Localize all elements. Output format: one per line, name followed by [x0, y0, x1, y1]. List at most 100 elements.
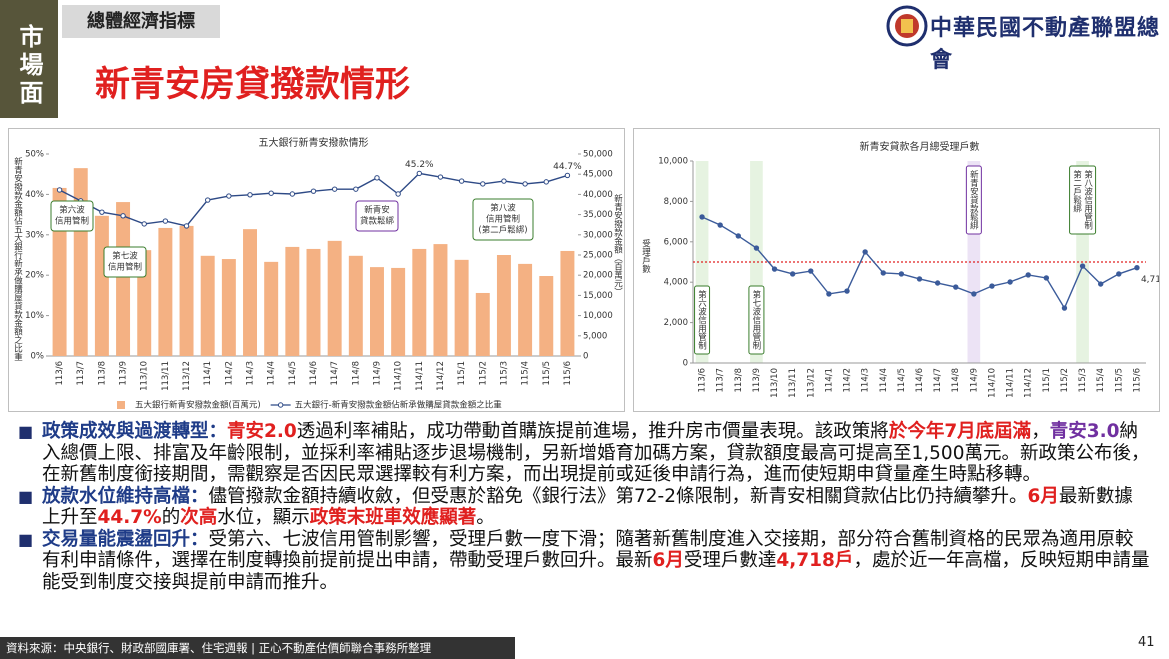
bullet-text: 受理戶數達 [683, 550, 777, 571]
x-tick-label: 115/3 [499, 361, 509, 386]
bullet-list: 政策成效與過渡轉型：青安2.0透過利率補貼，成功帶動首購族提前進場，推升房市價量… [18, 421, 1150, 593]
annotation-text: 信用管制 [108, 262, 142, 273]
x-tick-label: 114/2 [843, 368, 853, 393]
x-tick-label: 114/3 [861, 368, 871, 393]
y-tick-label: 6,000 [664, 237, 688, 247]
bar [454, 259, 469, 356]
x-tick-label: 114/5 [897, 368, 907, 393]
bullet-text: 4,718戶 [776, 550, 854, 571]
point [162, 218, 169, 224]
x-tick-label: 114/10 [394, 361, 404, 391]
annotation-text: 第六波信用管制 [697, 289, 707, 350]
bullet-text: ，處於近一年高檔，反映短期申請量能受到制度交接與提前申請而推升。 [42, 550, 1150, 593]
x-tick-label: 114/2 [224, 361, 234, 386]
point [437, 174, 444, 180]
bar [221, 259, 236, 356]
point [458, 178, 465, 184]
point [56, 187, 63, 193]
x-tick-label: 113/10 [140, 361, 150, 391]
point [543, 179, 549, 185]
point [898, 271, 905, 277]
annotation-box [103, 246, 147, 278]
y2-tick-label: 15,000 [583, 291, 613, 301]
x-tick-label: 114/10 [987, 368, 997, 398]
bullet-text: 青安2.0 [227, 421, 297, 442]
x-tick-label: 113/10 [770, 368, 780, 398]
y-tick-label: 10,000 [658, 157, 688, 167]
point [862, 249, 868, 255]
point [395, 191, 401, 197]
y2-tick-label: 45,000 [583, 170, 613, 180]
x-tick-label: 114/8 [351, 361, 361, 386]
annotation-text: 信用管制 [486, 214, 520, 225]
point [916, 276, 923, 282]
chart-title: 新青安貸款各月總受理戶數 [860, 140, 980, 153]
point [374, 175, 380, 181]
point [120, 213, 126, 219]
chart: 五大銀行新青安撥款情形 0% 10% 20% 30% 40% 50% 0 5,000 10,000… [13, 136, 623, 411]
point [1116, 271, 1122, 277]
x-tick-label: 114/4 [267, 361, 277, 386]
bar [348, 255, 363, 356]
bullet: 交易量能震盪回升：受第六、七波信用管制影響，受理戶數一度下滑；隨著新舊制度進入交… [18, 529, 1150, 594]
data-label: 4,718 [1141, 275, 1159, 285]
point [226, 193, 232, 199]
annotation-box [472, 198, 534, 241]
annotation-box [694, 285, 711, 355]
source-note: 資料來源：中央銀行、財政部國庫署、住宅週報 | 正心不動產估價師聯合事務所整理 [0, 637, 515, 659]
y-tick-label: 8,000 [664, 197, 688, 207]
x-tick-label: 113/9 [119, 361, 129, 386]
point [268, 190, 274, 196]
bar [306, 248, 321, 356]
x-tick-label: 115/6 [1132, 368, 1142, 393]
x-tick-label: 114/1 [824, 368, 834, 393]
point [953, 284, 959, 290]
y-axis-title: 受理戶數 [641, 238, 651, 273]
bullet-text: 6月 [1027, 485, 1059, 507]
bullet-text: 儘管撥款金額持續收斂，但受惠於豁免《銀行法》第72-2條限制，新青安相關貸款佔比… [208, 485, 1028, 507]
page-number: 41 [1138, 635, 1155, 650]
point [989, 283, 995, 289]
point [771, 266, 778, 272]
y-tick-label: 0% [31, 352, 45, 362]
y2-tick-label: 25,000 [583, 251, 613, 261]
bar [475, 292, 490, 356]
bullet-text: 6月 [652, 550, 684, 571]
point [753, 245, 760, 251]
bar [73, 168, 88, 356]
y-tick-label: 50% [25, 150, 44, 160]
point [880, 270, 886, 276]
x-tick-label: 113/12 [182, 361, 192, 391]
bullet-text: 透過利率補貼，成功帶動首購族提前進場，推升房市價量表現。該政策將 [296, 421, 889, 442]
bar [264, 261, 279, 356]
point [289, 191, 296, 197]
point [416, 170, 422, 177]
chart-panel: 五大銀行新青安撥款情形 0% 10% 20% 30% 40% 50% 0 5,000 10,000… [8, 128, 625, 412]
legend-label: 五大銀行-新青安撥款金額佔新承做購屋貸款金額之比重 [295, 400, 503, 411]
y2-tick-label: 35,000 [583, 210, 613, 220]
logo-emblem [886, 5, 928, 47]
point [522, 181, 528, 187]
x-tick-label: 114/7 [933, 368, 943, 393]
point [1025, 272, 1031, 278]
annotation-text: 第六波 [59, 205, 85, 216]
point [844, 288, 850, 294]
y-tick-label: 30% [25, 230, 44, 240]
point [1061, 305, 1068, 311]
x-tick-label: 113/11 [788, 368, 798, 398]
bar [391, 267, 406, 356]
y-tick-label: 0 [683, 359, 688, 369]
bullet-text: 青安3.0 [1049, 421, 1120, 442]
slide-title: 新青安房貸撥款情形 [95, 65, 411, 105]
y-tick-label: 10% [25, 311, 44, 321]
x-tick-label: 115/4 [521, 361, 531, 386]
point [717, 222, 723, 228]
x-tick-label: 115/4 [1096, 368, 1106, 393]
annotation-box [1069, 165, 1097, 235]
point [1079, 263, 1086, 269]
bar [412, 248, 427, 356]
point [1043, 275, 1050, 281]
x-tick-label: 113/9 [752, 368, 762, 393]
point [1098, 281, 1104, 287]
